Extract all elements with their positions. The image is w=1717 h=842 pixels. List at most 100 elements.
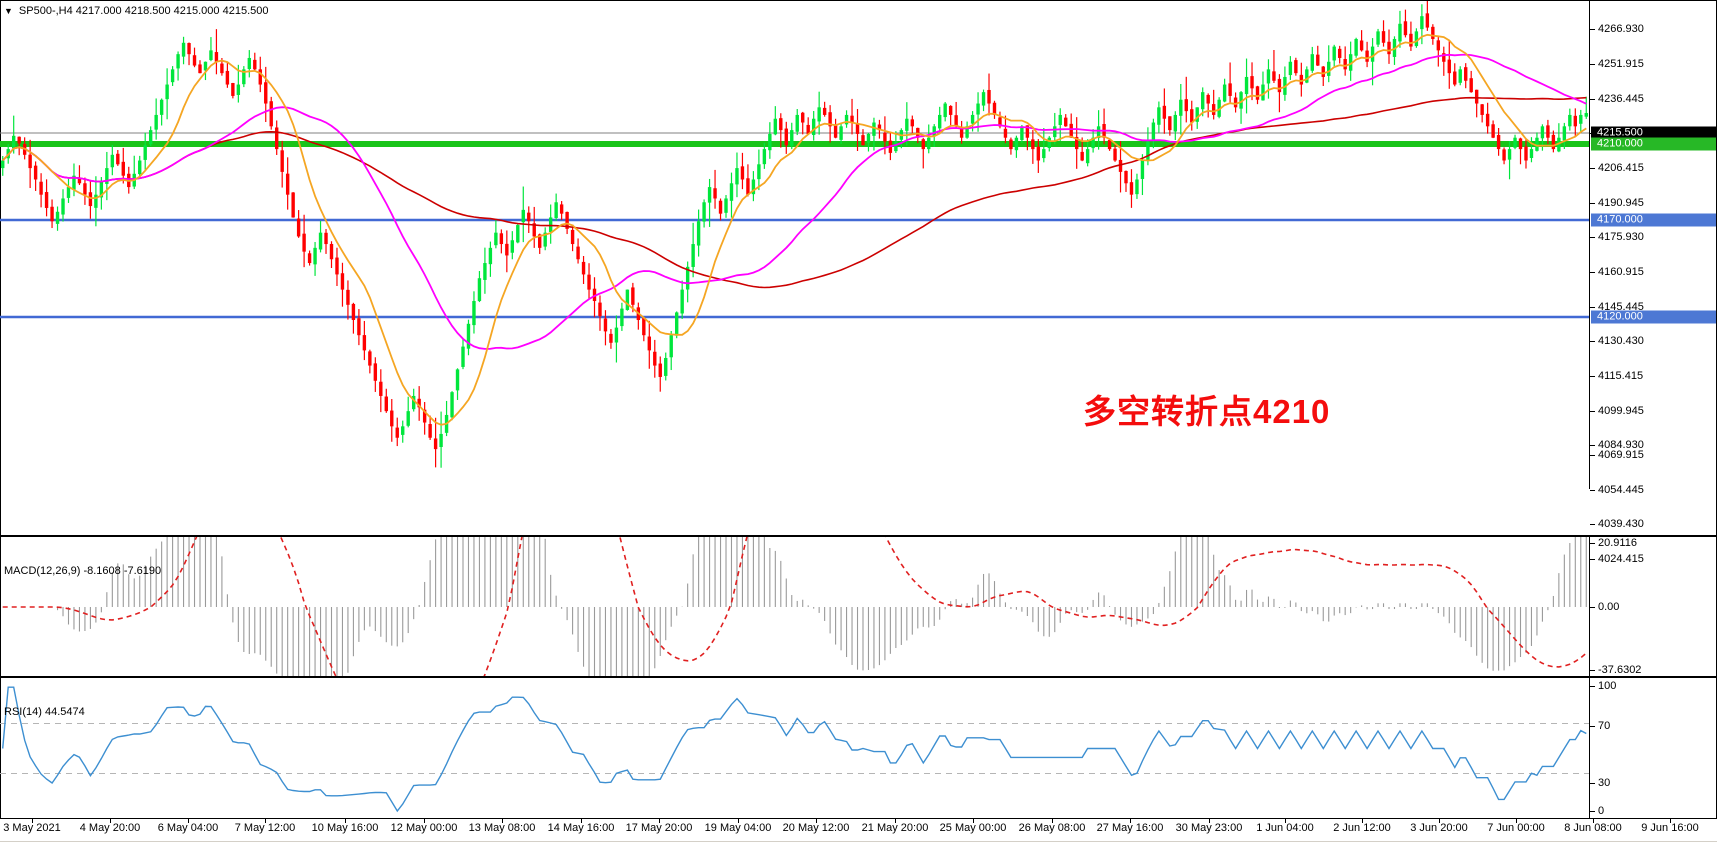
price-tick-label: 4024.415 xyxy=(1598,553,1644,565)
price-tag-4170-000[interactable]: 4170.000 xyxy=(1591,213,1716,227)
chevron-down-icon[interactable]: ▼ xyxy=(4,5,13,16)
rsi-tick xyxy=(1590,783,1595,784)
time-tick-label: 1 Jun 04:00 xyxy=(1256,822,1314,834)
rsi-graph xyxy=(0,686,1589,813)
time-tick-label: 19 May 04:00 xyxy=(704,822,772,834)
macd-tick-label: -37.6302 xyxy=(1598,664,1642,676)
time-tick-label: 17 May 20:00 xyxy=(625,822,693,834)
chart-annotation-text[interactable]: 多空转折点4210 xyxy=(1083,393,1331,430)
macd-graph xyxy=(2,537,1587,677)
price-tick-label: 4054.445 xyxy=(1598,484,1644,496)
time-tick xyxy=(1362,819,1363,823)
price-tick-label: 4206.415 xyxy=(1598,162,1644,174)
time-tick xyxy=(424,819,425,823)
macd-tick xyxy=(1590,607,1595,608)
time-tick xyxy=(1285,819,1286,823)
price-tick-label: 4084.930 xyxy=(1598,439,1644,451)
price-plot-area[interactable] xyxy=(0,1,1589,489)
time-tick xyxy=(188,819,189,823)
time-tick-label: 25 May 00:00 xyxy=(939,822,1007,834)
time-tick-label: 20 May 12:00 xyxy=(782,822,850,834)
rsi-plot-area[interactable] xyxy=(0,678,1589,818)
macd-label: MACD(12,26,9) -8.1608 -7.6190 xyxy=(4,565,162,577)
price-tick xyxy=(1590,559,1595,560)
time-tick-label: 9 Jun 16:00 xyxy=(1641,822,1699,834)
price-tag-4215-500[interactable]: 4215.500 xyxy=(1591,126,1716,140)
rsi-tick xyxy=(1590,811,1595,812)
price-tick-label: 4039.430 xyxy=(1598,518,1644,530)
price-tick xyxy=(1590,168,1595,169)
time-tick xyxy=(738,819,739,823)
symbol-ohlc-label: SP500-,H4 4217.000 4218.500 4215.000 421… xyxy=(18,5,269,17)
macd-tick-label: 20.9116 xyxy=(1598,537,1637,549)
time-tick xyxy=(659,819,660,823)
price-tick xyxy=(1590,99,1595,100)
price-tick xyxy=(1590,411,1595,412)
price-tick xyxy=(1590,237,1595,238)
price-tick xyxy=(1590,272,1595,273)
macd-plot-area[interactable] xyxy=(0,537,1589,677)
price-tick xyxy=(1590,490,1595,491)
macd-tick xyxy=(1590,670,1595,671)
price-tick-label: 4115.415 xyxy=(1598,370,1644,382)
price-tick xyxy=(1590,376,1595,377)
macd-tick-label: 0.00 xyxy=(1598,601,1620,613)
rsi-label: RSI(14) 44.5474 xyxy=(4,706,85,718)
price-candles xyxy=(0,1,1589,468)
time-tick-label: 4 May 20:00 xyxy=(79,822,141,834)
price-tick-label: 4069.915 xyxy=(1598,449,1644,461)
time-tick xyxy=(110,819,111,823)
price-tick xyxy=(1590,455,1595,456)
price-tick xyxy=(1590,445,1595,446)
time-tick xyxy=(32,819,33,823)
price-tick xyxy=(1590,64,1595,65)
macd-tick xyxy=(1590,543,1595,544)
price-tick-label: 4175.930 xyxy=(1598,231,1644,243)
time-tick xyxy=(1593,819,1594,823)
time-tick xyxy=(1052,819,1053,823)
rsi-scale: 100 70 30 0 xyxy=(1589,678,1717,818)
time-tick-label: 21 May 20:00 xyxy=(861,822,929,834)
time-tick-label: 3 May 2021 xyxy=(3,822,61,834)
time-tick xyxy=(1209,819,1210,823)
macd-scale: 20.9116 0.00 -37.6302 xyxy=(1589,537,1717,677)
time-tick xyxy=(1130,819,1131,823)
macd-pane[interactable]: 20.9116 0.00 -37.6302 xyxy=(0,537,1717,677)
price-tick-label: 4266.930 xyxy=(1598,23,1644,35)
pane-divider-macd xyxy=(0,535,1717,537)
price-tag-4210-000[interactable]: 4210.000 xyxy=(1591,137,1716,151)
time-tick-label: 7 Jun 00:00 xyxy=(1487,822,1545,834)
price-tag-4120-000[interactable]: 4120.000 xyxy=(1591,310,1716,324)
time-tick-label: 8 Jun 08:00 xyxy=(1564,822,1622,834)
time-tick-label: 27 May 16:00 xyxy=(1096,822,1164,834)
time-tick xyxy=(973,819,974,823)
rsi-pane[interactable]: 100 70 30 0 xyxy=(0,678,1717,818)
rsi-tick-label: 30 xyxy=(1598,777,1611,789)
time-tick-label: 2 Jun 12:00 xyxy=(1333,822,1391,834)
rsi-tick xyxy=(1590,726,1595,727)
price-scale[interactable]: 4266.9304251.9154236.4454221.4304206.415… xyxy=(1589,1,1717,565)
time-tick xyxy=(581,819,582,823)
rsi-tick-label: 100 xyxy=(1598,680,1617,692)
price-tick xyxy=(1590,524,1595,525)
time-tick-label: 14 May 16:00 xyxy=(547,822,615,834)
time-tick xyxy=(816,819,817,823)
time-tick-label: 7 May 12:00 xyxy=(234,822,296,834)
pane-divider-rsi xyxy=(0,676,1717,678)
time-tick xyxy=(1670,819,1671,823)
time-tick-label: 6 May 04:00 xyxy=(157,822,219,834)
rsi-tick-label: 70 xyxy=(1598,720,1611,732)
price-tick-label: 4190.945 xyxy=(1598,197,1644,209)
price-pane[interactable]: 4266.9304251.9154236.4454221.4304206.415… xyxy=(0,1,1717,565)
time-tick-label: 3 Jun 20:00 xyxy=(1410,822,1468,834)
time-tick xyxy=(265,819,266,823)
price-tick-label: 4236.445 xyxy=(1598,93,1644,105)
time-tick-label: 13 May 08:00 xyxy=(468,822,536,834)
price-tick-label: 4251.915 xyxy=(1598,58,1644,70)
time-axis[interactable]: 3 May 2021 4 May 20:00 6 May 04:00 7 May 12… xyxy=(0,818,1717,842)
price-tick xyxy=(1590,29,1595,30)
rsi-tick xyxy=(1590,686,1595,687)
price-tick-label: 4099.945 xyxy=(1598,405,1644,417)
rsi-tick-label: 0 xyxy=(1598,805,1605,817)
